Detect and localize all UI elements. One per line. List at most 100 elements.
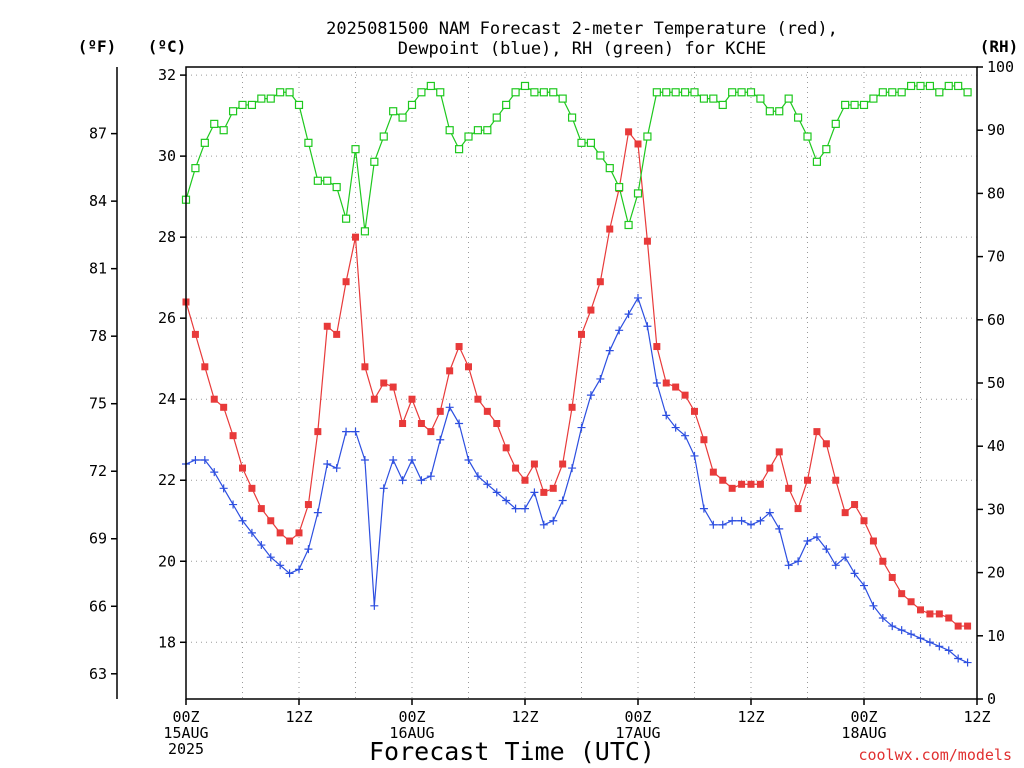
rh-point xyxy=(699,94,709,103)
dewpoint-point xyxy=(803,537,812,545)
rh-point xyxy=(266,94,275,103)
rh-point xyxy=(963,88,972,97)
dewpoint-point xyxy=(869,601,878,610)
celsius-tick-label: 20 xyxy=(158,552,176,570)
dewpoint-point xyxy=(624,310,633,319)
dewpoint-point xyxy=(360,455,369,464)
rh-point xyxy=(219,126,228,135)
dewpoint-point xyxy=(200,455,209,464)
rh-point xyxy=(558,94,567,103)
x-tick-label: 00Z xyxy=(172,708,199,726)
x-tick-label: 12Z xyxy=(737,708,764,726)
x-tick-label: 18AUG xyxy=(841,724,886,742)
rh-point xyxy=(210,119,219,128)
temperature-point xyxy=(964,622,972,630)
dewpoint-point xyxy=(502,496,511,505)
dewpoint-point xyxy=(634,293,642,302)
rh-tick-label: 0 xyxy=(987,690,996,708)
dewpoint-point xyxy=(954,654,963,663)
dewpoint-point xyxy=(699,504,708,513)
temperature-point xyxy=(719,476,727,484)
temperature-point xyxy=(304,501,312,509)
rh-point xyxy=(935,88,944,97)
dewpoint-point xyxy=(671,423,680,432)
temperature-point xyxy=(747,480,755,488)
dewpoint-series xyxy=(182,293,972,667)
temperature-point xyxy=(935,610,943,618)
rh-tick-label: 70 xyxy=(987,248,1005,266)
temperature-point xyxy=(191,330,199,338)
rh-point xyxy=(690,88,699,97)
dewpoint-point xyxy=(539,520,548,529)
temperature-point xyxy=(436,407,444,415)
fahrenheit-tick-label: 81 xyxy=(89,260,107,278)
dewpoint-point xyxy=(935,642,944,651)
rh-point xyxy=(398,113,407,122)
rh-point xyxy=(511,88,520,97)
dewpoint-point xyxy=(313,508,322,517)
celsius-tick-label: 28 xyxy=(158,228,176,246)
temperature-point xyxy=(427,428,435,436)
dewpoint-point xyxy=(709,520,718,529)
temperature-point xyxy=(643,237,651,245)
fahrenheit-unit-label: (ºF) xyxy=(78,37,117,56)
dewpoint-point xyxy=(728,516,737,525)
temperature-point xyxy=(521,476,529,484)
temperature-point xyxy=(483,407,491,415)
rh-point xyxy=(389,107,398,116)
temperature-point xyxy=(295,529,303,537)
x-tick-label: 16AUG xyxy=(389,724,434,742)
dewpoint-point xyxy=(888,622,897,631)
fahrenheit-tick-label: 75 xyxy=(89,395,107,413)
rh-point xyxy=(803,132,812,141)
dewpoint-point xyxy=(304,545,313,554)
fahrenheit-tick-label: 63 xyxy=(89,665,107,683)
rh-point xyxy=(228,107,238,116)
dewpoint-point xyxy=(342,427,351,436)
credit-label: coolwx.com/models xyxy=(858,746,1012,764)
dewpoint-point xyxy=(925,638,934,647)
series-layer xyxy=(181,81,972,667)
celsius-tick-label: 26 xyxy=(158,309,176,327)
rh-point xyxy=(341,214,351,223)
rh-point xyxy=(746,88,756,97)
rh-point xyxy=(728,88,737,97)
temperature-point xyxy=(728,484,736,492)
temperature-point xyxy=(578,330,585,338)
rh-point xyxy=(709,94,718,103)
dewpoint-point xyxy=(577,423,586,432)
celsius-tick-label: 22 xyxy=(158,471,176,489)
rh-point xyxy=(605,164,614,173)
dewpoint-point xyxy=(276,561,285,570)
rh-point xyxy=(596,151,605,160)
temperature-point xyxy=(239,464,246,472)
dewpoint-point xyxy=(295,565,303,574)
temperature-point xyxy=(596,278,604,286)
fahrenheit-tick-label: 78 xyxy=(89,327,107,345)
dewpoint-point xyxy=(568,464,577,473)
rh-tick-label: 100 xyxy=(987,58,1014,76)
celsius-tick-label: 32 xyxy=(158,66,176,84)
temperature-point xyxy=(662,379,670,387)
rh-tick-label: 40 xyxy=(987,437,1005,455)
temperature-point xyxy=(898,590,906,598)
dewpoint-point xyxy=(398,476,407,485)
dewpoint-point xyxy=(652,379,661,387)
rh-point xyxy=(841,100,850,110)
rh-tick-label: 60 xyxy=(987,311,1005,329)
x-tick-label: 00Z xyxy=(850,708,877,726)
temperature-point xyxy=(210,395,218,403)
fahrenheit-tick-label: 84 xyxy=(89,192,107,210)
fahrenheit-tick-label: 72 xyxy=(89,462,107,480)
rh-unit-label: (RH) xyxy=(980,37,1019,56)
chart-title-line: 2025081500 NAM Forecast 2-meter Temperat… xyxy=(326,19,838,39)
dewpoint-point xyxy=(878,613,887,622)
rh-point xyxy=(530,88,539,97)
dewpoint-point xyxy=(812,532,821,541)
rh-point xyxy=(775,107,784,116)
temperature-point xyxy=(917,606,924,614)
dewpoint-point xyxy=(511,504,520,513)
temperature-point xyxy=(380,379,388,387)
temperature-point xyxy=(229,432,237,440)
rh-point xyxy=(916,81,925,91)
